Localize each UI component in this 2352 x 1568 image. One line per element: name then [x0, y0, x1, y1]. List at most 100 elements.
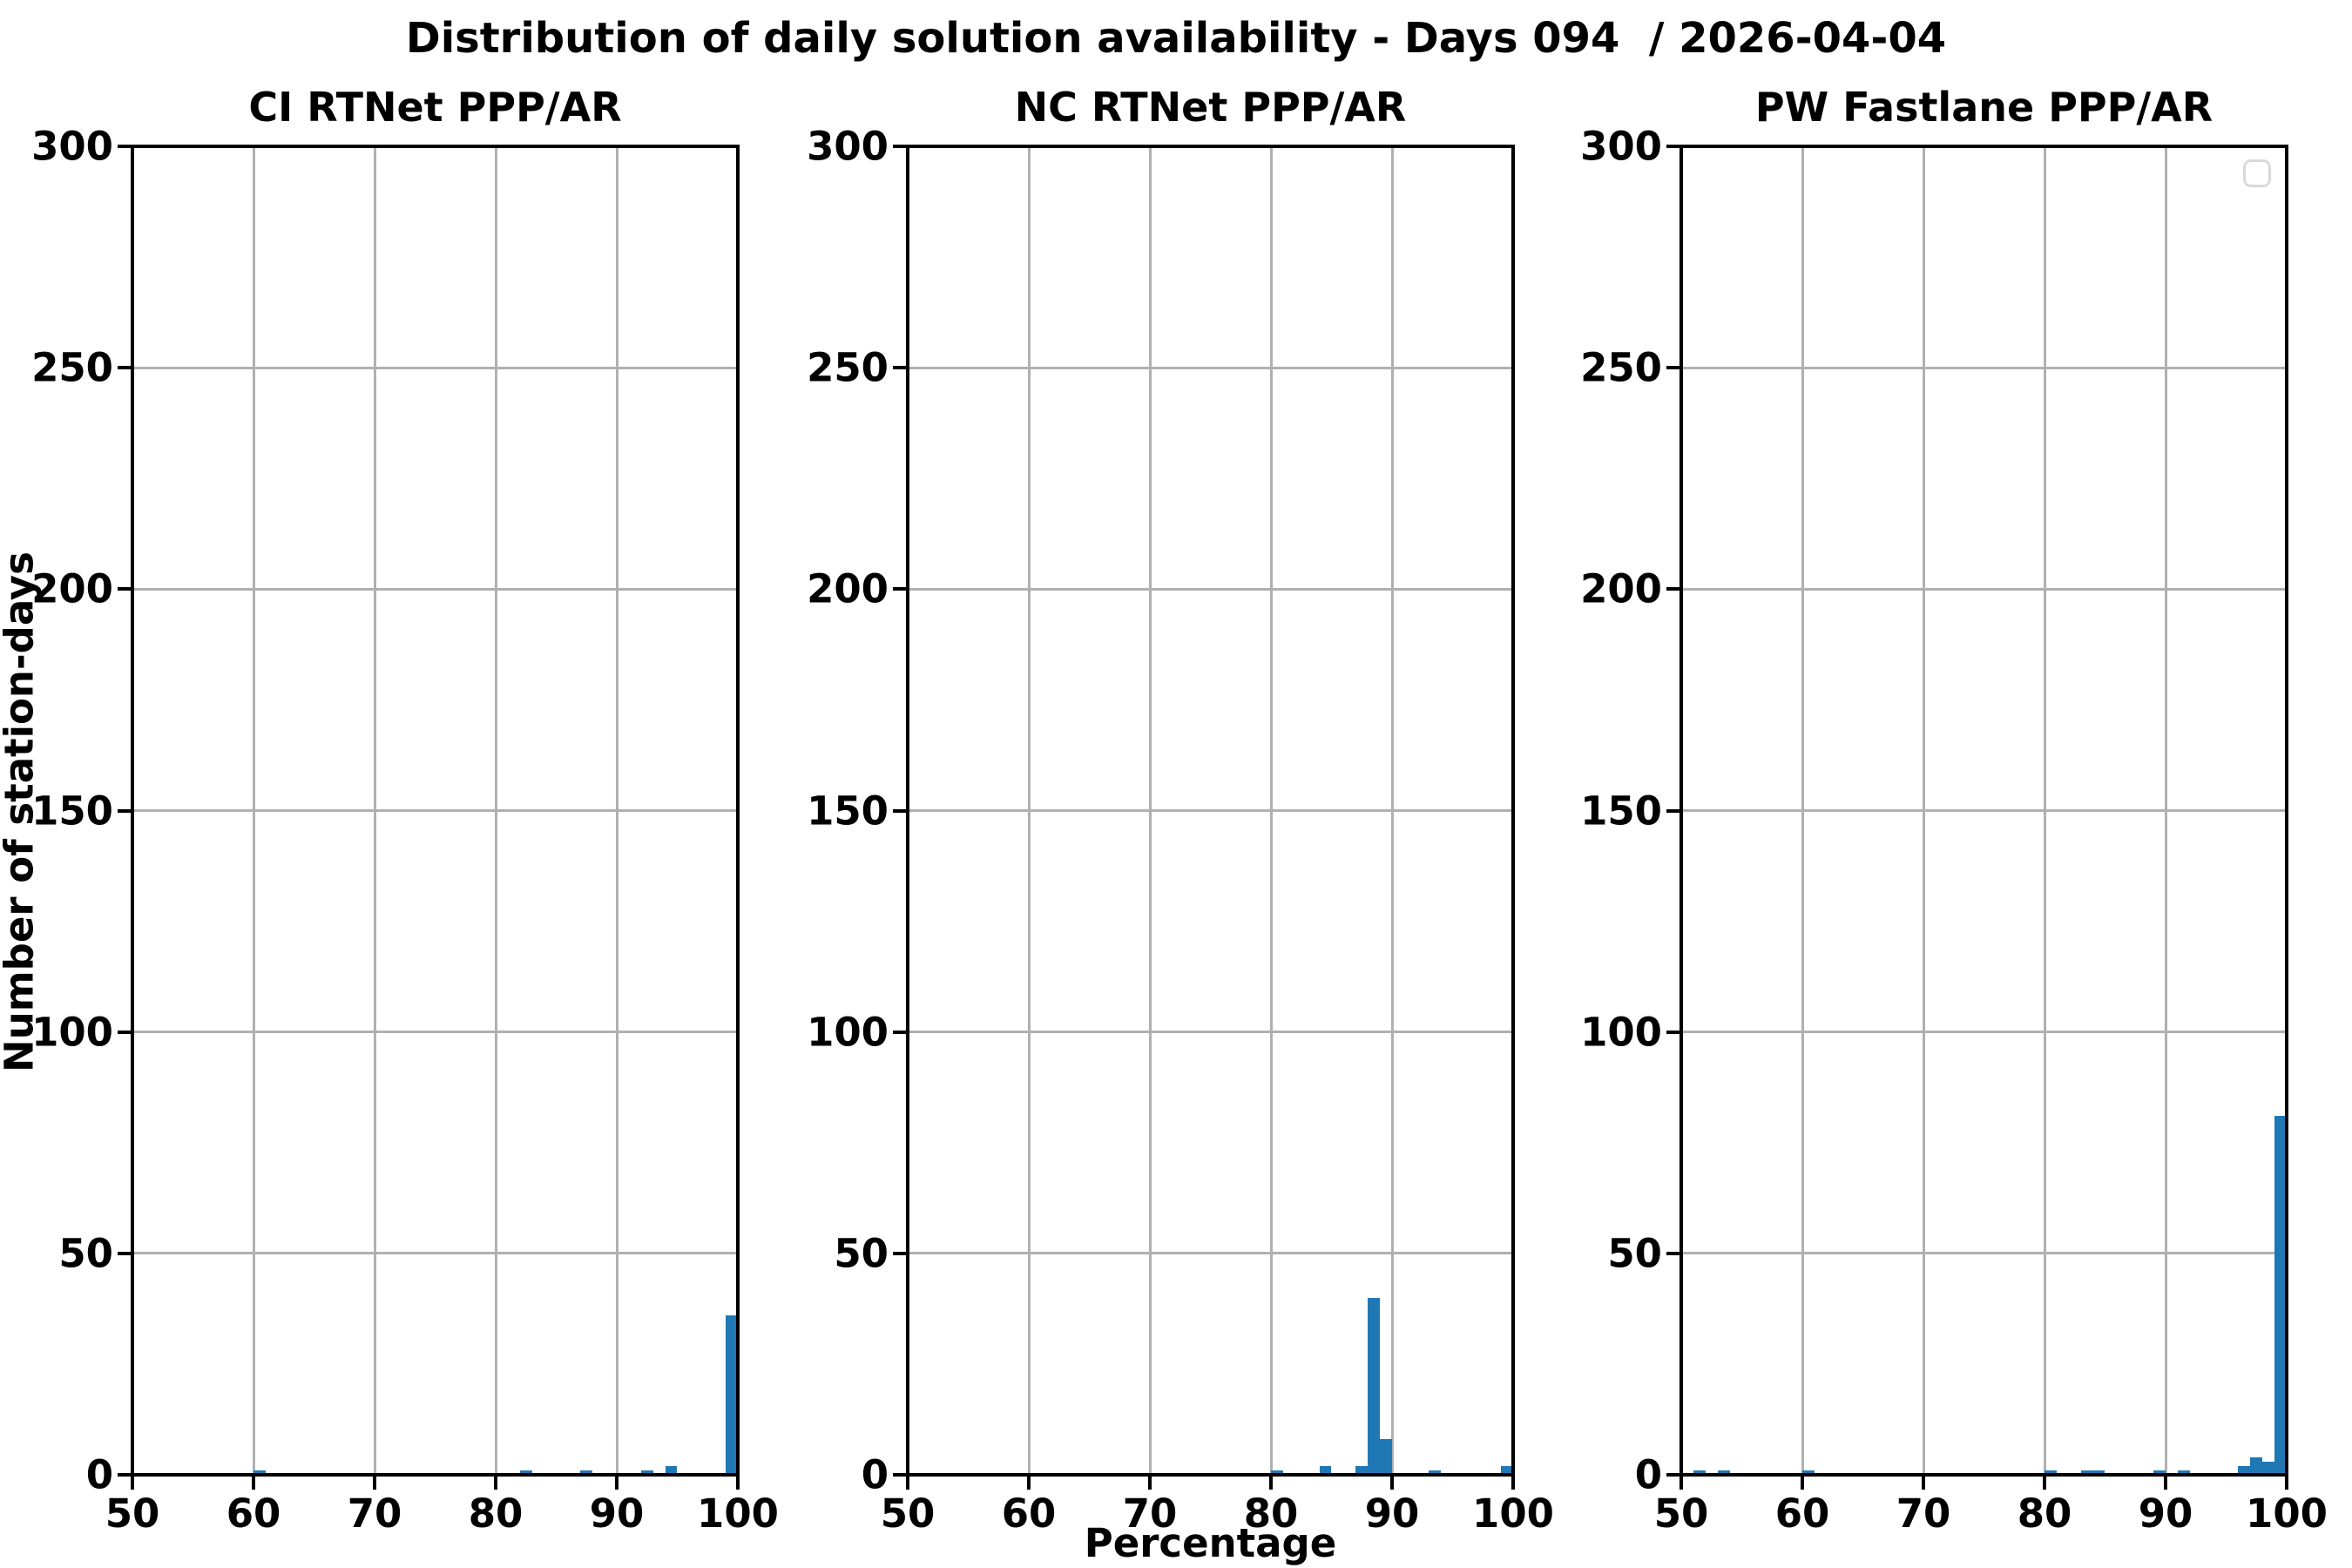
panel-title: PW Fastlane PPP/AR: [1754, 84, 2213, 131]
tick-mark: [1666, 366, 1681, 370]
x-tick-label: 100: [2246, 1490, 2328, 1537]
histogram-bar: [1380, 1439, 1392, 1475]
gridline: [494, 146, 497, 1475]
gridline: [373, 146, 376, 1475]
histogram-bar: [726, 1315, 738, 1475]
tick-mark: [118, 1030, 132, 1034]
axis-spine: [131, 145, 740, 148]
tick-mark: [2164, 1475, 2167, 1490]
tick-mark: [893, 1473, 908, 1477]
x-axis-label: Percentage: [1084, 1520, 1337, 1566]
y-tick-label: 250: [1580, 344, 1662, 391]
gridline: [615, 146, 618, 1475]
y-tick-label: 0: [861, 1451, 889, 1498]
y-tick-label: 150: [1580, 787, 1662, 834]
tick-mark: [893, 1251, 908, 1255]
gridline: [1027, 146, 1031, 1475]
tick-mark: [736, 1475, 740, 1490]
tick-mark: [906, 1475, 909, 1490]
y-tick-label: 100: [1580, 1009, 1662, 1056]
tick-mark: [118, 1473, 132, 1477]
tick-mark: [1666, 1030, 1681, 1034]
histogram-bar: [2092, 1470, 2105, 1475]
tick-mark: [1801, 1475, 1804, 1490]
gridline: [908, 587, 1513, 591]
x-tick-label: 100: [697, 1490, 779, 1537]
histogram-bar: [580, 1470, 593, 1475]
axis-spine: [2285, 145, 2288, 1477]
histogram-bar: [1717, 1470, 1730, 1475]
histogram-bar: [2080, 1470, 2093, 1475]
histogram-bar: [1355, 1465, 1369, 1475]
y-tick-label: 300: [31, 123, 113, 170]
histogram-bar: [1368, 1297, 1381, 1475]
tick-mark: [118, 1251, 132, 1255]
gridline: [908, 1031, 1513, 1034]
tick-mark: [1666, 587, 1681, 591]
histogram-bar: [1319, 1465, 1332, 1475]
x-tick-label: 50: [1653, 1490, 1709, 1537]
histogram-bar: [1271, 1470, 1283, 1475]
x-tick-label: 50: [105, 1490, 160, 1537]
gridline: [1269, 146, 1273, 1475]
tick-mark: [252, 1475, 255, 1490]
panel-title: NC RTNet PPP/AR: [1014, 84, 1407, 131]
axis-spine: [131, 145, 134, 1477]
panel-title: CI RTNet PPP/AR: [248, 84, 622, 131]
gridline: [132, 1252, 738, 1255]
gridline: [1681, 366, 2287, 369]
x-tick-label: 50: [880, 1490, 936, 1537]
tick-mark: [118, 808, 132, 813]
gridline: [1922, 146, 1925, 1475]
gridline: [1390, 146, 1394, 1475]
gridline: [908, 366, 1513, 369]
gridline: [1801, 146, 1804, 1475]
histogram-bar: [2153, 1470, 2166, 1475]
y-tick-label: 250: [31, 344, 113, 391]
tick-mark: [893, 808, 908, 813]
tick-mark: [893, 145, 908, 148]
gridline: [908, 1252, 1513, 1255]
histogram-panel: PW Fastlane PPP/AR 50 60 70 80 90 100 0 50 100 150…: [1580, 87, 2328, 1533]
tick-mark: [118, 145, 132, 148]
histogram-bar: [2044, 1470, 2057, 1475]
y-tick-label: 100: [31, 1009, 113, 1056]
axis-spine: [906, 1473, 1515, 1477]
y-tick-label: 50: [1607, 1230, 1662, 1277]
y-tick-label: 300: [807, 123, 889, 170]
histogram-bar: [519, 1470, 532, 1475]
histogram-bar: [1428, 1470, 1441, 1475]
tick-mark: [1680, 1475, 1683, 1490]
histogram-panel: NC RTNet PPP/AR 50 60 70 80 90 100 0 50 100 150 200…: [807, 87, 1554, 1533]
gridline: [2043, 146, 2046, 1475]
tick-mark: [131, 1475, 134, 1490]
gridline: [1681, 587, 2287, 591]
axis-spine: [906, 145, 1515, 148]
x-tick-label: 70: [347, 1490, 402, 1537]
y-tick-label: 100: [807, 1009, 889, 1056]
gridline: [132, 366, 738, 369]
y-tick-label: 200: [1580, 565, 1662, 612]
y-tick-label: 0: [1634, 1451, 1662, 1498]
histogram-bar: [2250, 1456, 2263, 1475]
x-tick-label: 70: [1896, 1490, 1951, 1537]
tick-mark: [2043, 1475, 2046, 1490]
tick-mark: [1390, 1475, 1394, 1490]
x-tick-label: 70: [1122, 1490, 1178, 1537]
figure-title: Distribution of daily solution availabil…: [405, 14, 1947, 63]
x-tick-label: 60: [1001, 1490, 1057, 1537]
tick-mark: [1511, 1475, 1515, 1490]
y-tick-label: 250: [807, 344, 889, 391]
gridline: [1681, 1031, 2287, 1034]
tick-mark: [118, 587, 132, 591]
histogram-bar: [2177, 1470, 2190, 1475]
y-tick-label: 300: [1580, 123, 1662, 170]
y-tick-label: 0: [85, 1451, 113, 1498]
tick-mark: [1666, 808, 1681, 813]
histogram-bar: [253, 1470, 266, 1475]
axis-spine: [1680, 1473, 2288, 1477]
gridline: [252, 146, 255, 1475]
tick-mark: [1666, 1251, 1681, 1255]
axis-spine: [1680, 145, 2288, 148]
